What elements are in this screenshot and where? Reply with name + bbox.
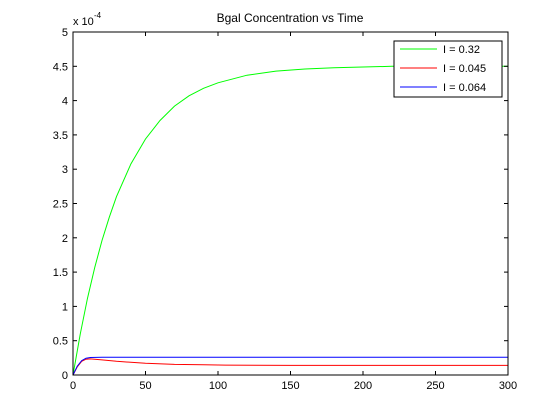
legend-label-1: I = 0.045 (443, 63, 486, 75)
y-exponent-label: x 10 (73, 16, 94, 28)
tick-layer: 0 50 100 150 200 250 300 0 0.5 1 1.5 2 2.5 3 3.5 4 4.5 5 (53, 27, 517, 392)
x-tick-label: 100 (209, 380, 227, 392)
legend-label-2: I = 0.064 (443, 82, 486, 94)
y-tick-label: 0 (62, 370, 68, 382)
x-tick-label: 300 (499, 380, 517, 392)
x-tick-label: 0 (70, 380, 76, 392)
x-tick-label: 200 (354, 380, 372, 392)
y-tick-label: 4.5 (53, 61, 68, 73)
series-line-2 (72, 356, 508, 376)
x-tick-label: 150 (281, 380, 299, 392)
y-tick-label: 3.5 (53, 130, 68, 142)
y-tick-label: 1.5 (53, 267, 68, 279)
y-tick-label: 4 (62, 96, 68, 108)
y-tick-label: 2.5 (53, 199, 68, 211)
legend: I = 0.32 I = 0.045 I = 0.064 (393, 40, 503, 98)
legend-box (393, 40, 503, 98)
series-layer (72, 65, 508, 376)
plot-frame (72, 31, 509, 376)
series-line-1 (72, 358, 508, 376)
chart-title: Bgal Concentration vs Time (217, 11, 364, 25)
x-tick-label: 250 (426, 380, 444, 392)
y-tick-label: 1 (62, 301, 68, 313)
x-tick-label: 50 (139, 380, 151, 392)
y-tick-label: 3 (62, 164, 68, 176)
y-exponent-power: -4 (94, 11, 102, 20)
y-tick-label: 5 (62, 27, 68, 39)
y-tick-label: 2 (62, 233, 68, 245)
legend-label-0: I = 0.32 (443, 44, 480, 56)
y-tick-label: 0.5 (53, 336, 68, 348)
series-line-0 (72, 65, 508, 376)
